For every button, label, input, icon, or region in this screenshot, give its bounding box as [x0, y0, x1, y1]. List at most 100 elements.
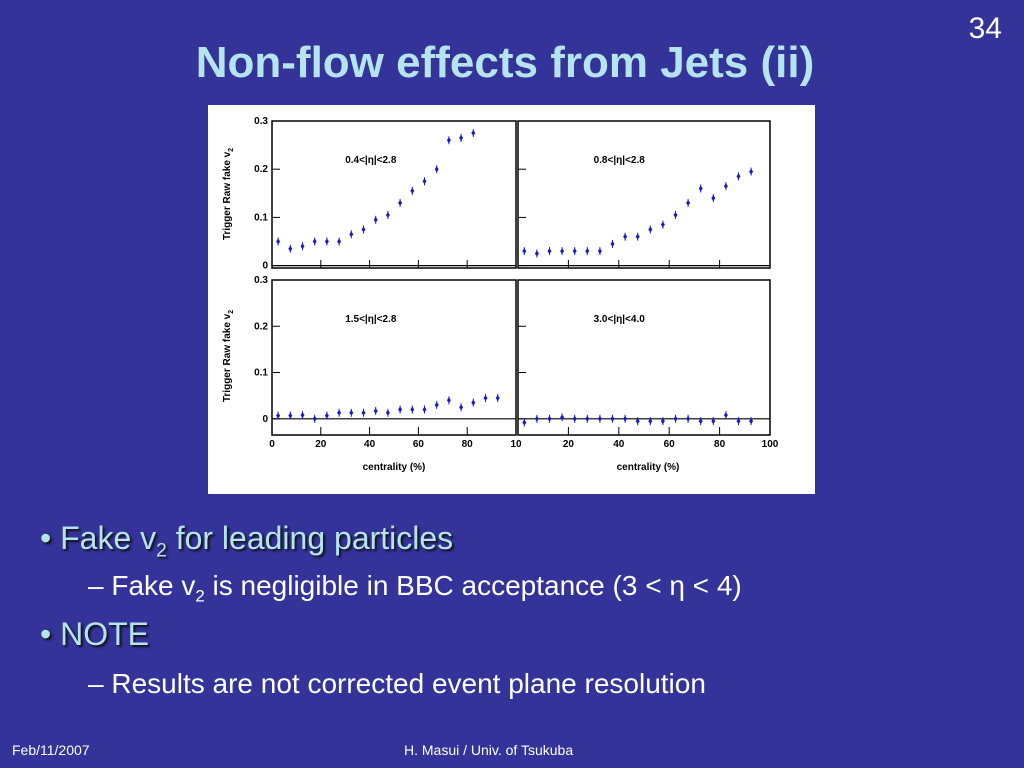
text: Fake v — [60, 520, 157, 556]
data-point — [673, 210, 678, 219]
point-marker — [385, 409, 390, 416]
y-tick-label: 0.2 — [254, 164, 268, 175]
point-marker — [610, 240, 615, 247]
panel-frame — [271, 279, 517, 436]
point-marker — [648, 226, 653, 233]
data-point — [560, 247, 565, 256]
point-marker — [660, 418, 665, 425]
point-marker — [483, 394, 488, 401]
data-point — [711, 194, 716, 203]
x-tick-label: 0 — [269, 439, 275, 450]
data-point — [337, 237, 342, 246]
y-axis-label-sub: 2 — [228, 310, 235, 314]
text: Results are not corrected event plane re… — [111, 668, 706, 699]
data-point — [723, 411, 728, 420]
data-point — [373, 406, 378, 415]
footer-author: H. Masui / Univ. of Tsukuba — [404, 742, 574, 758]
point-marker — [446, 137, 451, 144]
data-point — [522, 247, 527, 256]
data-point — [723, 182, 728, 191]
y-tick-label: 0.1 — [254, 368, 268, 379]
data-point — [522, 418, 527, 427]
y-tick-label: 0 — [262, 414, 268, 425]
data-point — [623, 232, 628, 241]
point-marker — [686, 415, 691, 422]
point-marker — [673, 211, 678, 218]
point-marker — [459, 134, 464, 141]
data-point — [288, 244, 293, 253]
panel-annotation: 0.4<|η|<2.8 — [345, 155, 397, 166]
point-marker — [597, 415, 602, 422]
footer-date: Feb/11/2007 — [12, 742, 90, 758]
x-tick-label: 80 — [714, 439, 726, 450]
point-marker — [434, 401, 439, 408]
data-point — [385, 210, 390, 219]
point-marker — [736, 418, 741, 425]
figure-bg — [208, 105, 815, 494]
point-marker — [547, 248, 552, 255]
x-tick-label: 80 — [462, 439, 474, 450]
point-marker — [410, 187, 415, 194]
point-marker — [623, 415, 628, 422]
data-point — [495, 393, 500, 402]
sub-bullet: – Fake v2 is negligible in BBC acceptanc… — [88, 570, 742, 606]
y-tick-label: 0.3 — [254, 275, 268, 286]
point-marker — [534, 250, 539, 257]
point-marker — [572, 415, 577, 422]
x-tick-label: 20 — [315, 439, 327, 450]
point-marker — [276, 412, 281, 419]
panel-annotation: 3.0<|η|<4.0 — [594, 314, 646, 325]
panel-frame — [517, 120, 771, 269]
point-marker — [648, 418, 653, 425]
data-point — [471, 398, 476, 407]
point-marker — [711, 418, 716, 425]
point-marker — [385, 211, 390, 218]
point-marker — [422, 178, 427, 185]
data-point — [410, 186, 415, 195]
data-point — [686, 198, 691, 207]
y-tick-label: 0.3 — [254, 116, 268, 127]
data-point — [483, 393, 488, 402]
data-point — [547, 414, 552, 423]
point-marker — [410, 406, 415, 413]
point-marker — [522, 419, 527, 426]
data-point — [686, 414, 691, 423]
x-tick-label: 60 — [664, 439, 676, 450]
text: Fake v — [111, 570, 196, 601]
y-tick-label: 0.1 — [254, 212, 268, 223]
text: NOTE — [60, 616, 149, 652]
data-point — [534, 249, 539, 258]
y-axis-label-text: Trigger Raw fake v — [222, 313, 233, 402]
y-axis-label: Trigger Raw fake v2 — [222, 310, 235, 402]
point-marker — [623, 233, 628, 240]
data-point — [446, 396, 451, 405]
point-marker — [749, 418, 754, 425]
data-point — [422, 405, 427, 414]
data-point — [698, 184, 703, 193]
x-tick-label: 10 — [510, 439, 522, 450]
point-marker — [446, 397, 451, 404]
point-marker — [361, 226, 366, 233]
data-point — [373, 215, 378, 224]
data-point — [349, 408, 354, 417]
data-point — [276, 411, 281, 420]
point-marker — [300, 243, 305, 250]
data-point — [361, 408, 366, 417]
data-point — [585, 247, 590, 256]
data-point — [547, 247, 552, 256]
text: is negligible in BBC acceptance (3 < η <… — [204, 570, 742, 601]
point-marker — [349, 231, 354, 238]
point-marker — [560, 414, 565, 421]
data-point — [398, 198, 403, 207]
point-marker — [560, 248, 565, 255]
x-tick-label: 40 — [364, 439, 376, 450]
data-point — [572, 247, 577, 256]
point-marker — [686, 199, 691, 206]
data-point — [361, 225, 366, 234]
data-point — [459, 133, 464, 142]
data-point — [660, 220, 665, 229]
data-point — [660, 417, 665, 426]
data-point — [312, 414, 317, 423]
point-marker — [673, 415, 678, 422]
